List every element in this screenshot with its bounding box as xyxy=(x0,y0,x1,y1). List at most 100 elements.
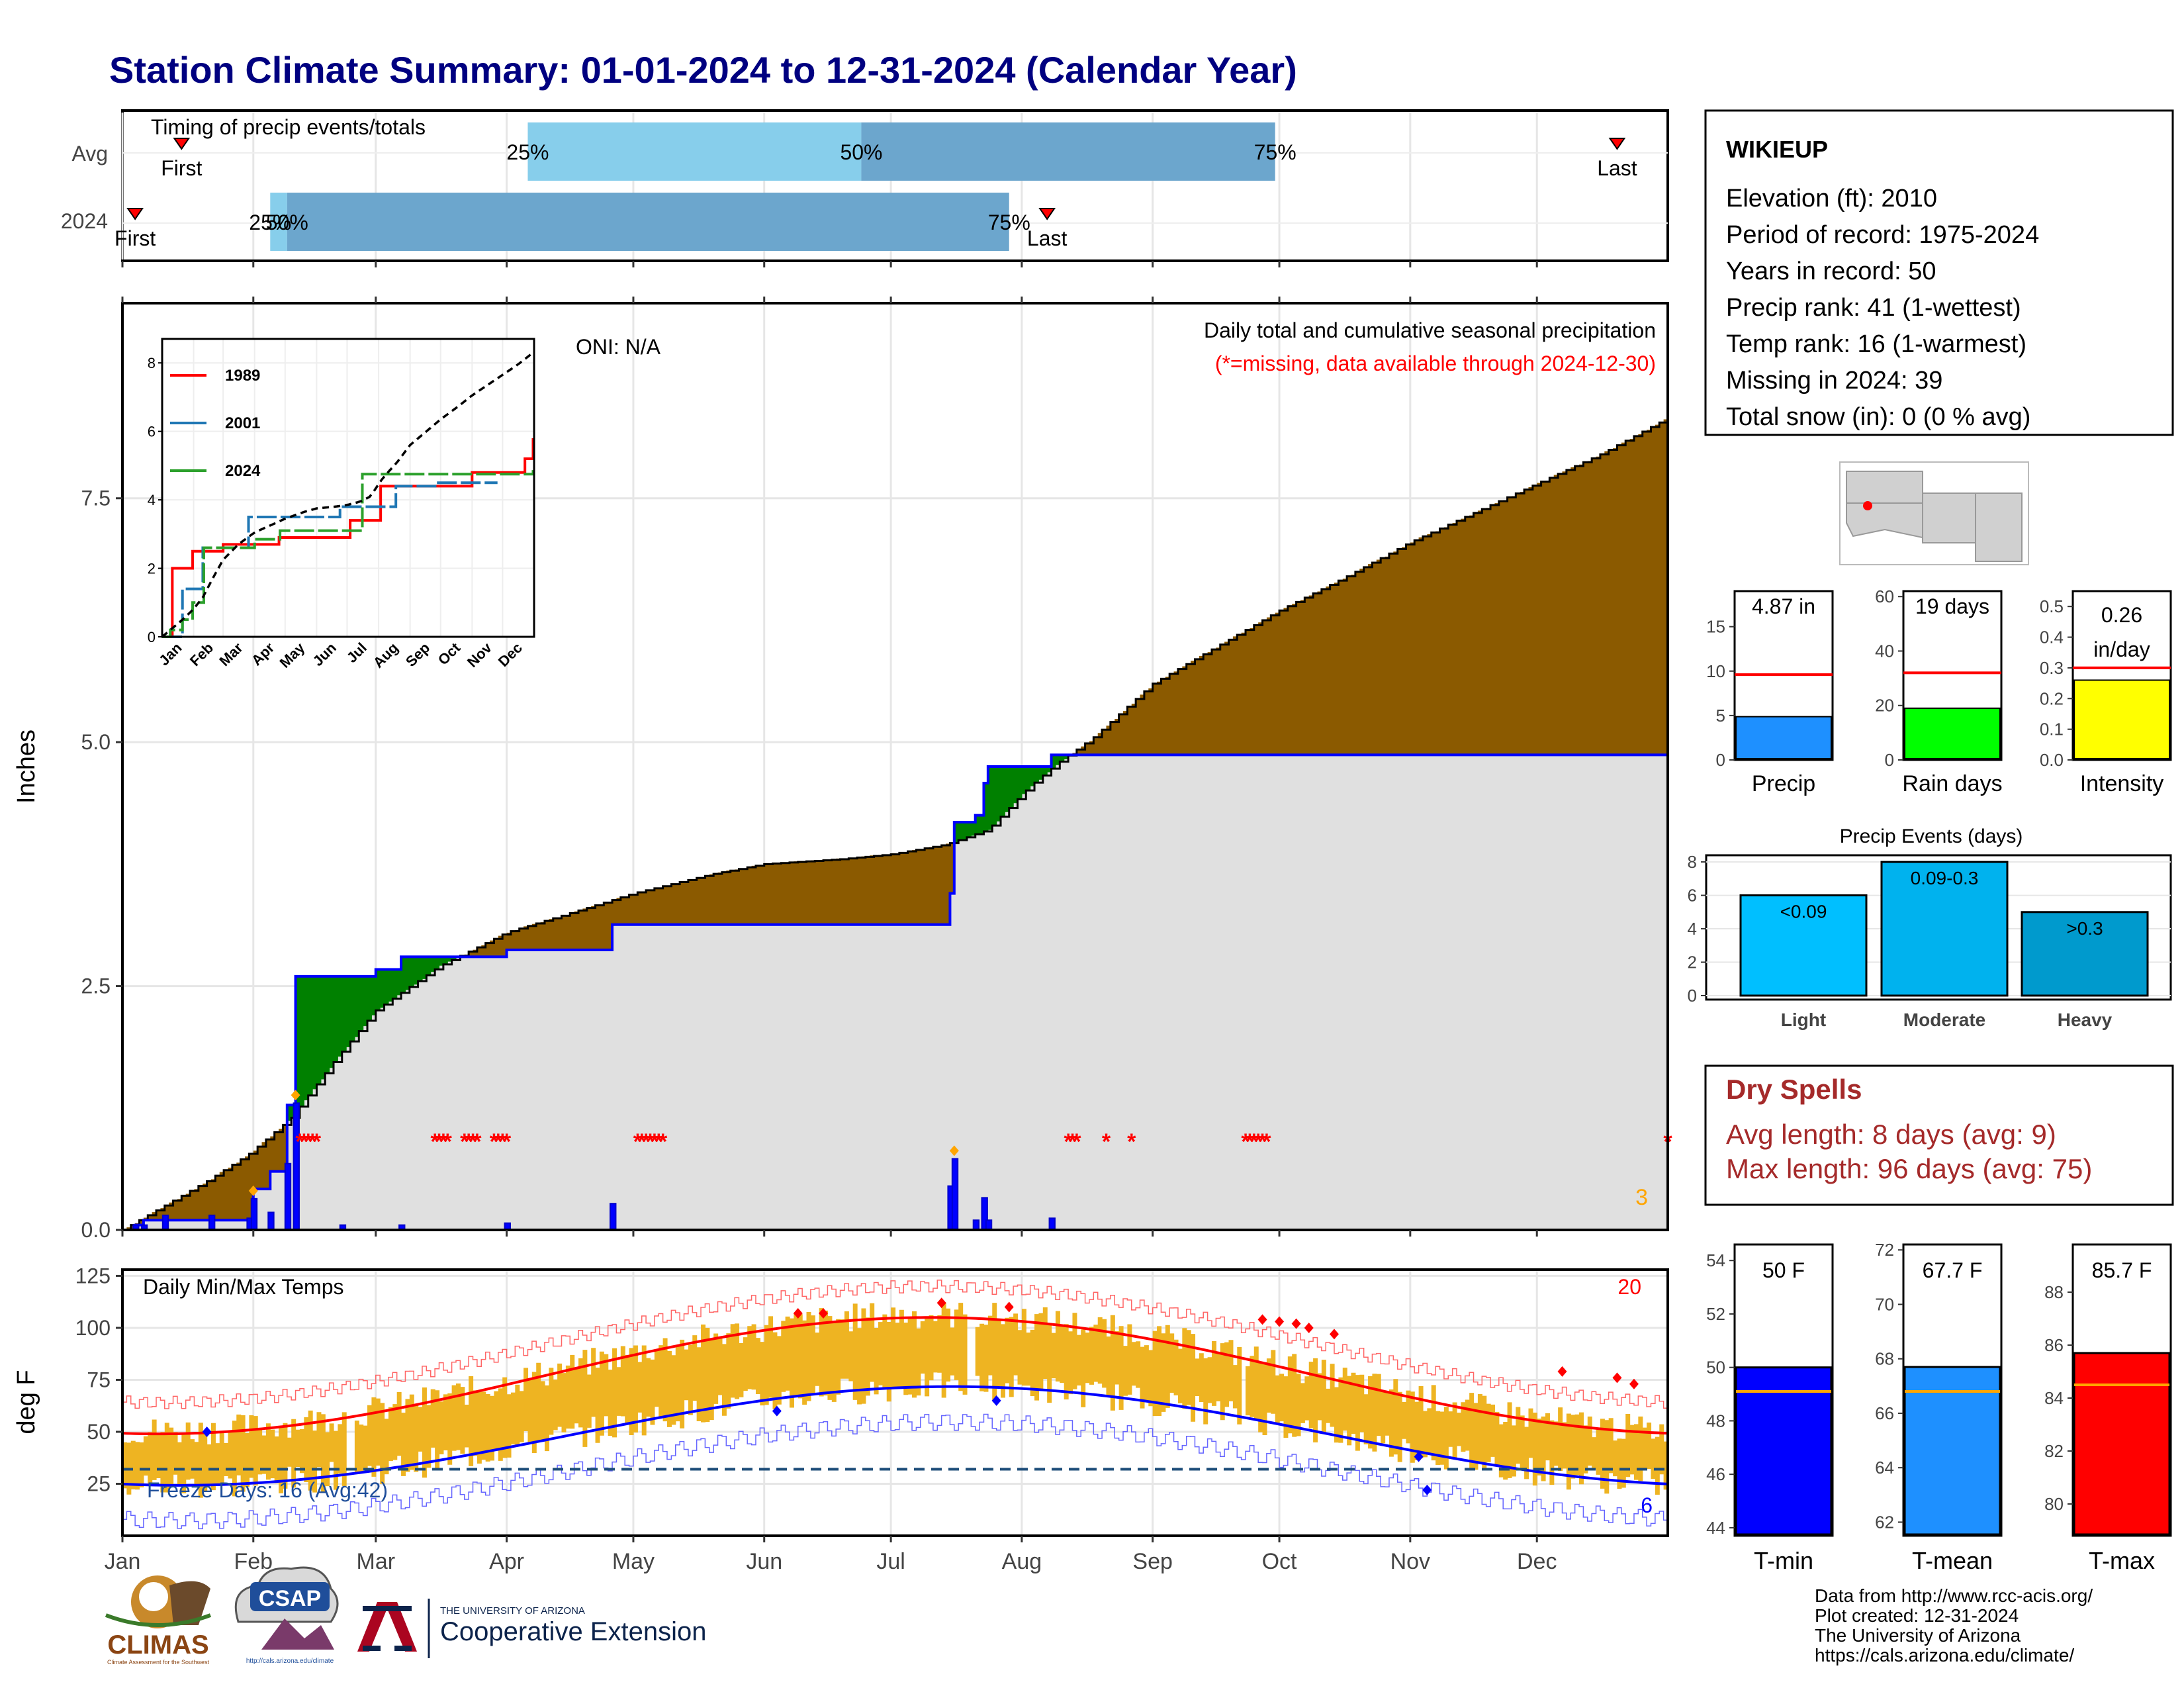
missing-day-marker: * xyxy=(304,1129,313,1154)
timing-q50-label: 50% xyxy=(266,211,308,234)
record-high-marker xyxy=(1629,1378,1639,1389)
missing-day-marker: * xyxy=(502,1129,512,1154)
events-bar-label: >0.3 xyxy=(2066,918,2103,939)
precip-mini-bar xyxy=(1735,716,1832,760)
intensity-mini-label: Intensity xyxy=(2080,771,2164,796)
precip-y-tick-label: 0.0 xyxy=(81,1218,111,1242)
tmin-label: T-min xyxy=(1754,1547,1813,1574)
month-label: Mar xyxy=(357,1549,396,1574)
month-label: Jun xyxy=(746,1549,782,1574)
tmean-tick-label: 66 xyxy=(1875,1403,1894,1423)
missing-day-marker: * xyxy=(641,1129,651,1154)
station-missing: Missing in 2024: 39 xyxy=(1726,367,1942,395)
dry-spells-box: Dry Spells Avg length: 8 days (avg: 9) M… xyxy=(1704,1064,2174,1206)
timing-first-label: First xyxy=(161,156,202,180)
raindays-mini-label: Rain days xyxy=(1902,771,2002,796)
timing-q25-q50-bar xyxy=(270,193,287,251)
record-low-marker xyxy=(202,1426,212,1437)
climas-subtitle: Climate Assessment for the Southwest xyxy=(107,1659,210,1665)
station-elevation: Elevation (ft): 2010 xyxy=(1726,185,1937,212)
inset-frame xyxy=(161,338,535,638)
missing-day-marker: * xyxy=(465,1129,474,1154)
precip-mini-tick-label: 15 xyxy=(1706,617,1725,637)
intensity-mini-tick-label: 0.4 xyxy=(2040,628,2064,647)
timing-marker xyxy=(126,208,144,220)
page-title: Station Climate Summary: 01-01-2024 to 1… xyxy=(109,49,1297,91)
tmax-chart: T-max 80 82 84 86 88 85.7 F xyxy=(2044,1243,2172,1574)
csap-url: http://cals.arizona.edu/climate xyxy=(246,1658,334,1665)
intensity-mini-tick-label: 0.5 xyxy=(2040,596,2064,616)
tmin-tick-label: 46 xyxy=(1706,1464,1725,1484)
observed-cumulative-area xyxy=(122,755,1668,1230)
tmax-value: 85.7 F xyxy=(2092,1258,2152,1282)
record-low-marker xyxy=(1422,1484,1432,1495)
record-precip-marker xyxy=(248,1185,258,1196)
station-name: WIKIEUP xyxy=(1726,136,1828,163)
min-record-count: 6 xyxy=(1641,1493,1653,1517)
oni-label: ONI: N/A xyxy=(576,335,661,359)
daily-precip-bar xyxy=(161,1214,169,1231)
daily-precip-bar xyxy=(972,1219,980,1231)
inset-line-2024 xyxy=(162,470,535,638)
tmax-tick-label: 84 xyxy=(2044,1388,2064,1408)
month-label: Oct xyxy=(1262,1549,1297,1574)
freeze-days-label: Freeze Days: 16 (Avg:42) xyxy=(147,1478,388,1502)
events-tick-label: 2 xyxy=(1688,953,1697,972)
record-high-marker xyxy=(1612,1372,1622,1383)
footer-created: Plot created: 12-31-2024 xyxy=(1815,1605,2019,1626)
tmin-value: 50 F xyxy=(1762,1258,1805,1282)
timing-last-label: Last xyxy=(1027,226,1068,250)
tmean-tick-label: 68 xyxy=(1875,1349,1894,1369)
intensity-mini-tick-label: 0.2 xyxy=(2040,688,2064,708)
timing-last-label: Last xyxy=(1597,156,1637,180)
missing-day-marker: * xyxy=(659,1129,668,1154)
events-title: Precip Events (days) xyxy=(1840,825,2023,847)
daily-precip-bar xyxy=(1048,1217,1056,1231)
dry-spells-avg: Avg length: 8 days (avg: 9) xyxy=(1726,1119,2056,1150)
record-high-marker xyxy=(936,1297,946,1309)
events-category-label: Moderate xyxy=(1903,1009,1985,1030)
raindays-mini-tick-label: 60 xyxy=(1875,586,1894,606)
record-high-marker xyxy=(1557,1366,1567,1377)
inset-legend-2001: 2001 xyxy=(225,414,260,432)
tmin-chart: T-min 44 46 48 50 52 54 50 F xyxy=(1706,1243,1834,1574)
month-label: May xyxy=(612,1549,655,1574)
precip-mini-tick-label: 10 xyxy=(1706,661,1725,681)
daily-temp-range-bars xyxy=(122,1302,1668,1498)
intensity-mini-chart: Intensity 0.0 0.1 0.2 0.3 0.4 0.5 0.26 in/day xyxy=(2040,590,2172,796)
tmin-tick-label: 48 xyxy=(1706,1411,1725,1430)
events-tick-label: 6 xyxy=(1688,886,1697,906)
timing-q50-label: 50% xyxy=(840,140,882,164)
precip-mini-value: 4.87 in xyxy=(1752,594,1815,618)
temp-y-axis-label: deg F xyxy=(13,1370,40,1434)
below-average-area xyxy=(126,419,1668,1230)
raindays-mini-bar xyxy=(1904,707,2001,760)
station-location-marker xyxy=(1863,501,1872,510)
month-label: Nov xyxy=(1390,1549,1430,1574)
missing-day-marker: * xyxy=(1254,1129,1263,1154)
daily-precip-bar xyxy=(985,1219,993,1231)
record-min-line xyxy=(122,1413,1668,1530)
missing-day-marker: * xyxy=(1258,1129,1267,1154)
month-label: Jan xyxy=(105,1549,141,1574)
tmin-tick-label: 54 xyxy=(1706,1250,1725,1270)
missing-day-marker: * xyxy=(646,1129,655,1154)
ua-big-text: Cooperative Extension xyxy=(440,1617,706,1646)
month-label: Feb xyxy=(234,1549,273,1574)
tmax-tick-label: 82 xyxy=(2044,1441,2064,1461)
missing-day-marker: * xyxy=(490,1129,499,1154)
intensity-mini-value: 0.26 xyxy=(2101,603,2142,627)
missing-day-marker: * xyxy=(1072,1129,1081,1154)
precip-mini-tick-label: 5 xyxy=(1716,706,1725,726)
observed-cumulative-line xyxy=(122,753,1668,1231)
timing-title: Timing of precip events/totals xyxy=(151,115,426,139)
precip-mini-chart: Precip 0 5 10 15 4.87 in xyxy=(1706,590,1834,796)
events-tick-label: 0 xyxy=(1688,986,1697,1006)
ua-small-text: THE UNIVERSITY OF ARIZONA xyxy=(440,1605,585,1617)
missing-day-marker: * xyxy=(1102,1129,1111,1154)
timing-q75-label: 75% xyxy=(988,211,1030,234)
record-low-marker xyxy=(1414,1451,1424,1462)
month-label: Jul xyxy=(876,1549,905,1574)
